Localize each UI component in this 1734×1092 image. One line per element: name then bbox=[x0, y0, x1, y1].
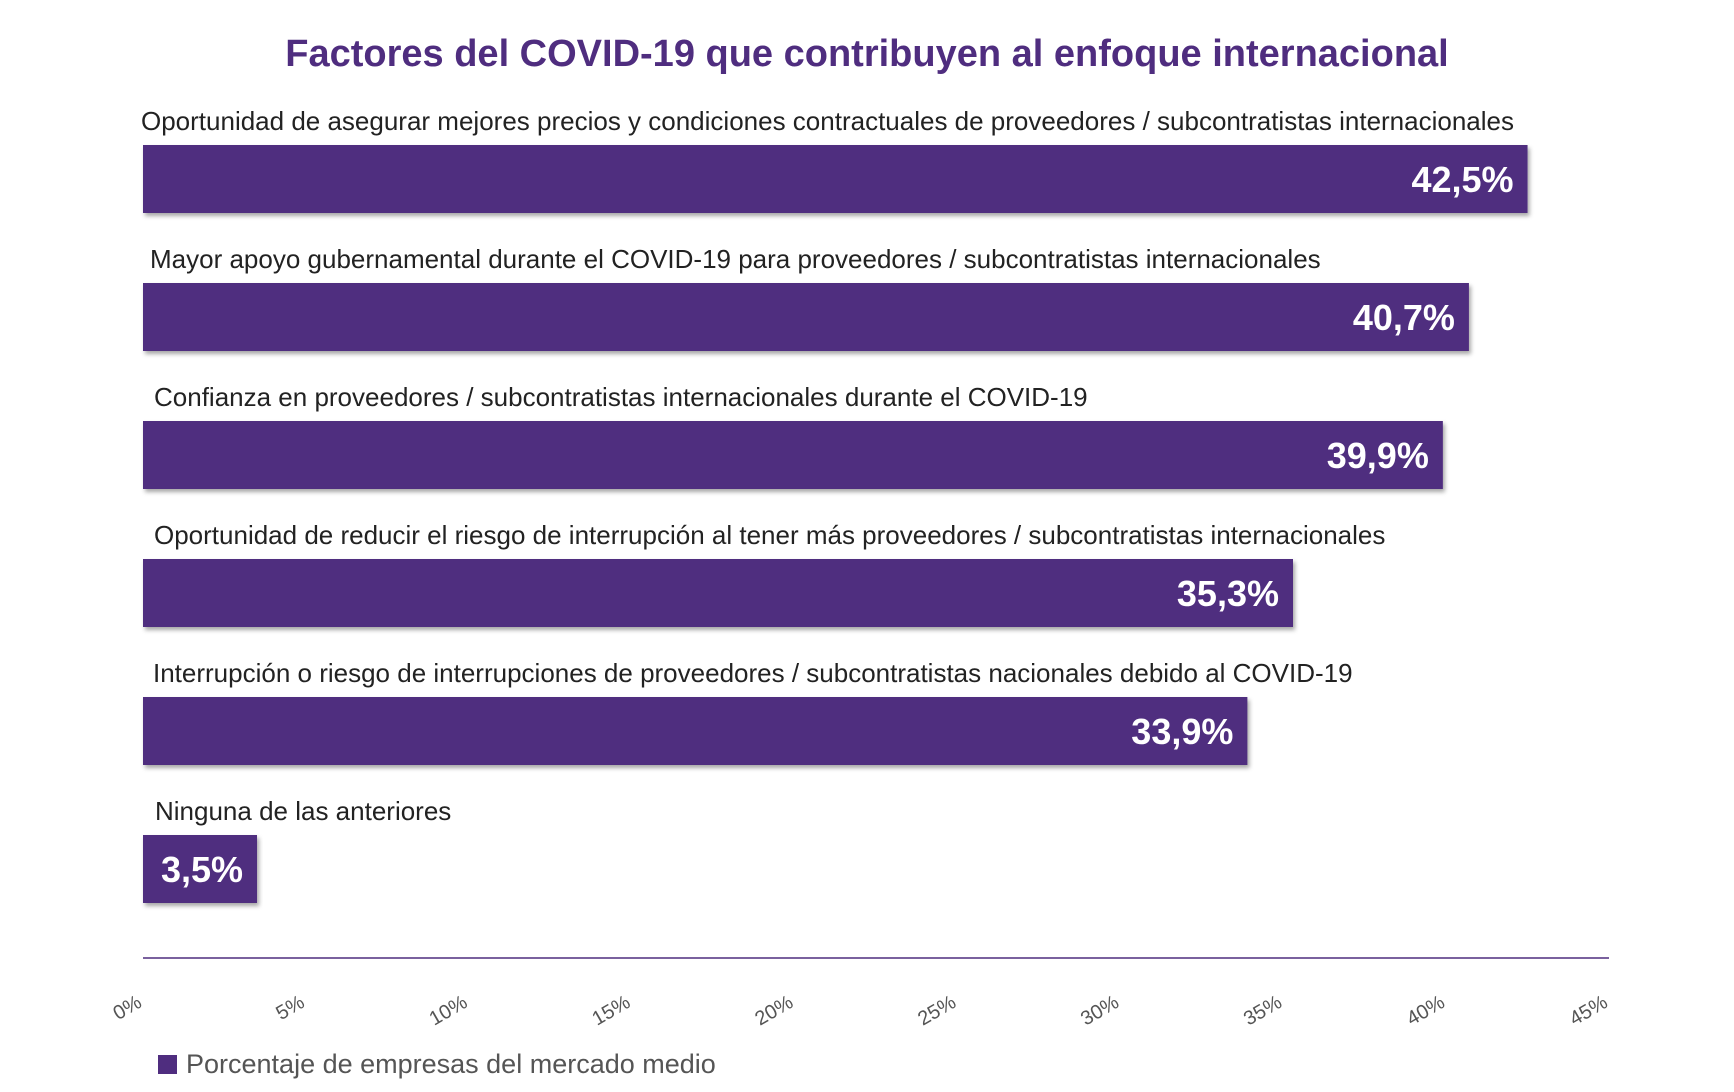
x-axis-ticks: 0% 5% 10% 15% 20% 25% 30% 35% 40% 45% bbox=[109, 991, 1611, 1030]
bar bbox=[143, 421, 1443, 489]
legend-label: Porcentaje de empresas del mercado medio bbox=[186, 1049, 716, 1079]
bar-group: Oportunidad de reducir el riesgo de inte… bbox=[143, 520, 1385, 627]
value-label: 33,9% bbox=[1131, 711, 1233, 752]
bar bbox=[143, 559, 1293, 627]
bar bbox=[143, 145, 1528, 213]
value-label: 3,5% bbox=[161, 849, 243, 890]
legend: Porcentaje de empresas del mercado medio bbox=[158, 1049, 716, 1079]
value-label: 42,5% bbox=[1411, 159, 1513, 200]
bar-group: Mayor apoyo gubernamental durante el COV… bbox=[143, 244, 1469, 351]
category-label: Oportunidad de asegurar mejores precios … bbox=[141, 106, 1514, 136]
bar bbox=[143, 835, 258, 903]
x-tick-label: 45% bbox=[1566, 991, 1612, 1030]
bars-layer: Oportunidad de asegurar mejores precios … bbox=[141, 106, 1528, 903]
category-label: Ninguna de las anteriores bbox=[155, 796, 451, 826]
category-label: Interrupción o riesgo de interrupciones … bbox=[153, 658, 1353, 688]
legend-swatch bbox=[158, 1055, 177, 1074]
x-tick-label: 40% bbox=[1403, 991, 1449, 1030]
x-tick-label: 15% bbox=[588, 991, 634, 1030]
chart-title: Factores del COVID-19 que contribuyen al… bbox=[285, 33, 1448, 75]
value-label: 40,7% bbox=[1353, 297, 1455, 338]
bar bbox=[143, 283, 1469, 351]
category-label: Oportunidad de reducir el riesgo de inte… bbox=[154, 520, 1385, 550]
x-tick-label: 10% bbox=[426, 991, 472, 1030]
x-tick-label: 5% bbox=[272, 991, 308, 1025]
x-tick-label: 0% bbox=[109, 991, 145, 1025]
category-label: Mayor apoyo gubernamental durante el COV… bbox=[150, 244, 1321, 274]
bar-group: Oportunidad de asegurar mejores precios … bbox=[141, 106, 1528, 213]
bar-group: Interrupción o riesgo de interrupciones … bbox=[143, 658, 1353, 765]
x-tick-label: 35% bbox=[1240, 991, 1286, 1030]
value-label: 39,9% bbox=[1327, 435, 1429, 476]
bar-group: Confianza en proveedores / subcontratist… bbox=[143, 382, 1443, 489]
bar-group: Ninguna de las anteriores 3,5% bbox=[143, 796, 451, 903]
x-tick-label: 25% bbox=[914, 991, 960, 1030]
x-tick-label: 20% bbox=[751, 991, 797, 1030]
value-label: 35,3% bbox=[1177, 573, 1279, 614]
bar bbox=[143, 697, 1248, 765]
category-label: Confianza en proveedores / subcontratist… bbox=[154, 382, 1088, 412]
x-tick-label: 30% bbox=[1077, 991, 1123, 1030]
